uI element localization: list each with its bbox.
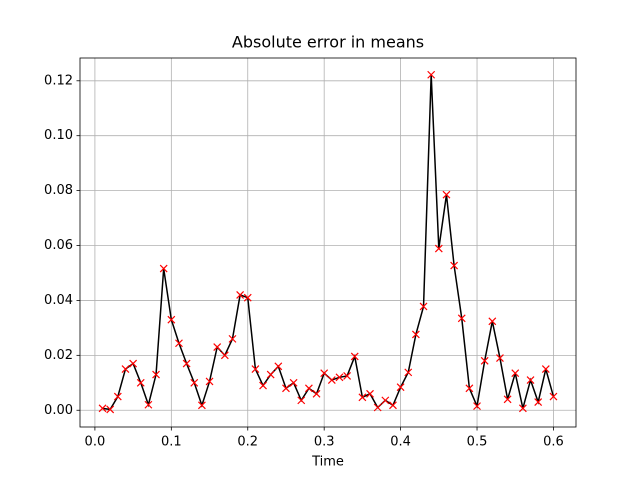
marker [220, 351, 229, 360]
marker [182, 359, 191, 368]
marker [159, 264, 168, 273]
x-tick-label: 0.6 [543, 435, 564, 450]
marker [320, 369, 329, 378]
marker [312, 389, 321, 398]
marker [427, 70, 436, 79]
marker [358, 393, 367, 402]
marker [282, 384, 290, 393]
marker [373, 403, 382, 412]
y-tick-label: 0.04 [44, 293, 73, 308]
marker [144, 400, 153, 409]
x-tick-label: 0.1 [161, 435, 182, 450]
y-tick-label: 0.06 [44, 238, 73, 253]
marker [450, 261, 459, 270]
marker [205, 377, 214, 386]
marker [106, 405, 115, 414]
marker [266, 370, 275, 379]
marker [541, 365, 550, 373]
marker [526, 376, 535, 384]
marker [251, 365, 260, 373]
marker [496, 354, 504, 363]
marker [113, 392, 122, 401]
marker [289, 378, 298, 387]
marker [396, 383, 405, 392]
marker [442, 190, 451, 199]
marker [419, 302, 428, 311]
marker [411, 330, 420, 339]
y-tick-label: 0.08 [44, 183, 73, 198]
series-line [102, 74, 555, 411]
marker [511, 369, 520, 378]
x-tick-label: 0.4 [390, 435, 411, 450]
marker [465, 384, 474, 393]
marker [434, 244, 443, 253]
marker [175, 339, 183, 348]
marker [190, 378, 199, 387]
marker [343, 372, 352, 380]
marker [503, 395, 512, 404]
marker [549, 392, 558, 401]
marker [404, 368, 413, 377]
marker [480, 356, 489, 365]
marker [518, 404, 527, 413]
marker [259, 381, 267, 390]
y-tick-label: 0.02 [44, 348, 73, 363]
marker [350, 352, 359, 361]
marker [381, 396, 390, 405]
marker [389, 401, 397, 410]
marker [473, 402, 481, 411]
marker [274, 362, 283, 371]
marker [213, 343, 222, 352]
marker [366, 389, 374, 398]
marker [121, 365, 130, 373]
marker [335, 373, 344, 382]
marker [228, 334, 237, 343]
x-tick-label: 0.2 [237, 435, 258, 450]
x-tick-label: 0.3 [314, 435, 335, 450]
marker [488, 317, 497, 326]
marker [98, 404, 107, 413]
marker [327, 376, 336, 384]
marker [304, 384, 313, 393]
marker [534, 398, 543, 406]
marker [152, 370, 160, 379]
marker [457, 314, 466, 323]
marker [136, 378, 145, 387]
x-tick-label: 0.0 [85, 435, 106, 450]
marker [197, 401, 206, 410]
marker [167, 315, 176, 324]
y-tick-label: 0.12 [44, 73, 73, 88]
chart-title: Absolute error in means [232, 33, 424, 52]
y-tick-label: 0.10 [44, 128, 73, 143]
x-tick-label: 0.5 [467, 435, 488, 450]
axes-frame [79, 57, 577, 428]
y-tick-label: 0.00 [44, 403, 73, 418]
x-axis-label: Time [311, 455, 344, 470]
marker [297, 396, 306, 405]
marker [243, 293, 252, 302]
marker [236, 291, 245, 299]
marker [129, 359, 138, 368]
